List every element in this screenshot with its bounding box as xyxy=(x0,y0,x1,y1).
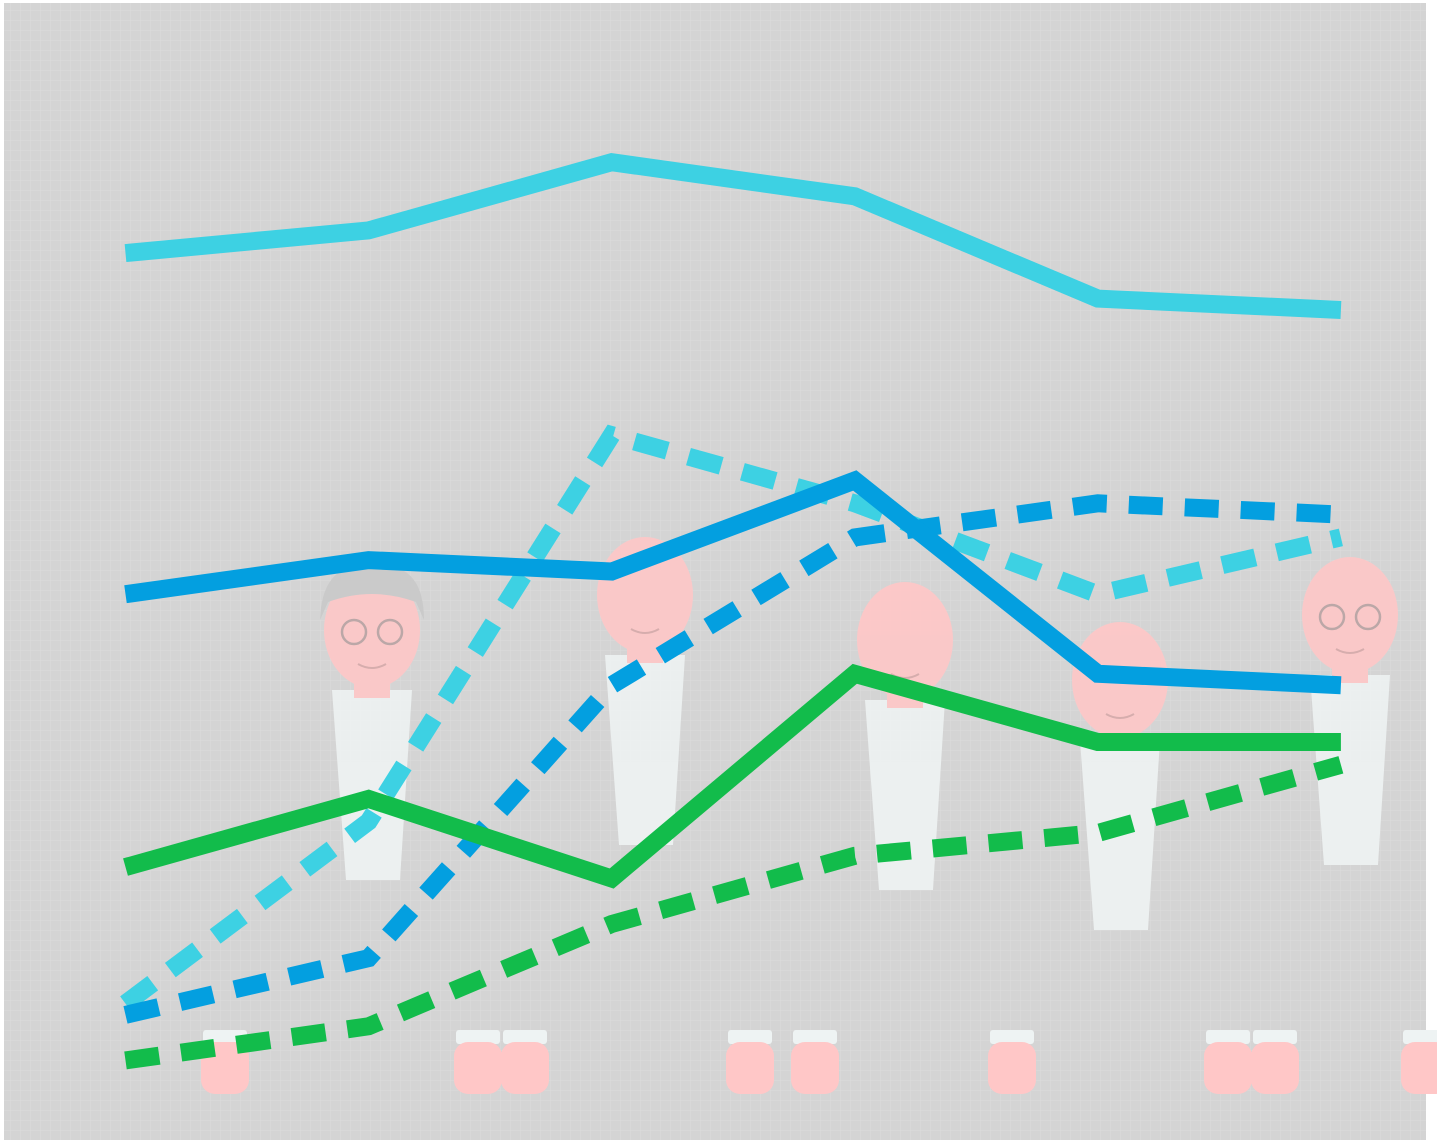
fist xyxy=(1204,1042,1252,1094)
mouth xyxy=(1105,713,1135,719)
hand xyxy=(501,1030,549,1094)
person-2-figure xyxy=(597,537,693,845)
cuff xyxy=(503,1030,547,1044)
fist xyxy=(1401,1042,1437,1094)
fist xyxy=(791,1042,839,1094)
series-line-blue-dashed xyxy=(123,494,1342,1024)
series-line-green-solid xyxy=(123,663,1341,889)
face xyxy=(324,572,420,688)
hand xyxy=(1251,1030,1299,1094)
hair xyxy=(320,565,424,620)
glasses-lens xyxy=(376,618,404,646)
shirt xyxy=(1310,675,1390,865)
series-group xyxy=(120,153,1344,1070)
hand xyxy=(454,1030,502,1094)
glasses-lens xyxy=(340,618,368,646)
fist xyxy=(501,1042,549,1094)
series-line-blue-solid xyxy=(124,470,1342,695)
hand xyxy=(1401,1030,1437,1094)
hand xyxy=(1204,1030,1252,1094)
fist xyxy=(726,1042,774,1094)
series-line-cyan-dashed xyxy=(120,424,1343,1011)
glasses-lens xyxy=(1354,603,1382,631)
fist xyxy=(454,1042,502,1094)
cuff xyxy=(793,1030,837,1044)
cuff xyxy=(1253,1030,1297,1044)
background-illustration xyxy=(201,537,1437,1094)
hand xyxy=(791,1030,839,1094)
cuff xyxy=(1206,1030,1250,1044)
shirt xyxy=(605,655,685,845)
fist xyxy=(1251,1042,1299,1094)
mouth xyxy=(630,628,660,634)
series-line-cyan-solid xyxy=(124,153,1342,319)
hand xyxy=(726,1030,774,1094)
series-line-green-dashed xyxy=(124,756,1344,1070)
person-5-figure xyxy=(1302,557,1398,865)
mouth xyxy=(1335,648,1365,654)
mouth xyxy=(890,673,920,679)
cuff xyxy=(1403,1030,1437,1044)
person-3-figure xyxy=(857,582,953,890)
cuff xyxy=(728,1030,772,1044)
mouth xyxy=(357,663,387,669)
person-1-figure xyxy=(320,565,424,880)
cuff xyxy=(990,1030,1034,1044)
fist xyxy=(988,1042,1036,1094)
glasses-lens xyxy=(1318,603,1346,631)
face xyxy=(1302,557,1398,673)
hand xyxy=(988,1030,1036,1094)
cuff xyxy=(456,1030,500,1044)
shirt xyxy=(865,700,945,890)
face xyxy=(857,582,953,698)
